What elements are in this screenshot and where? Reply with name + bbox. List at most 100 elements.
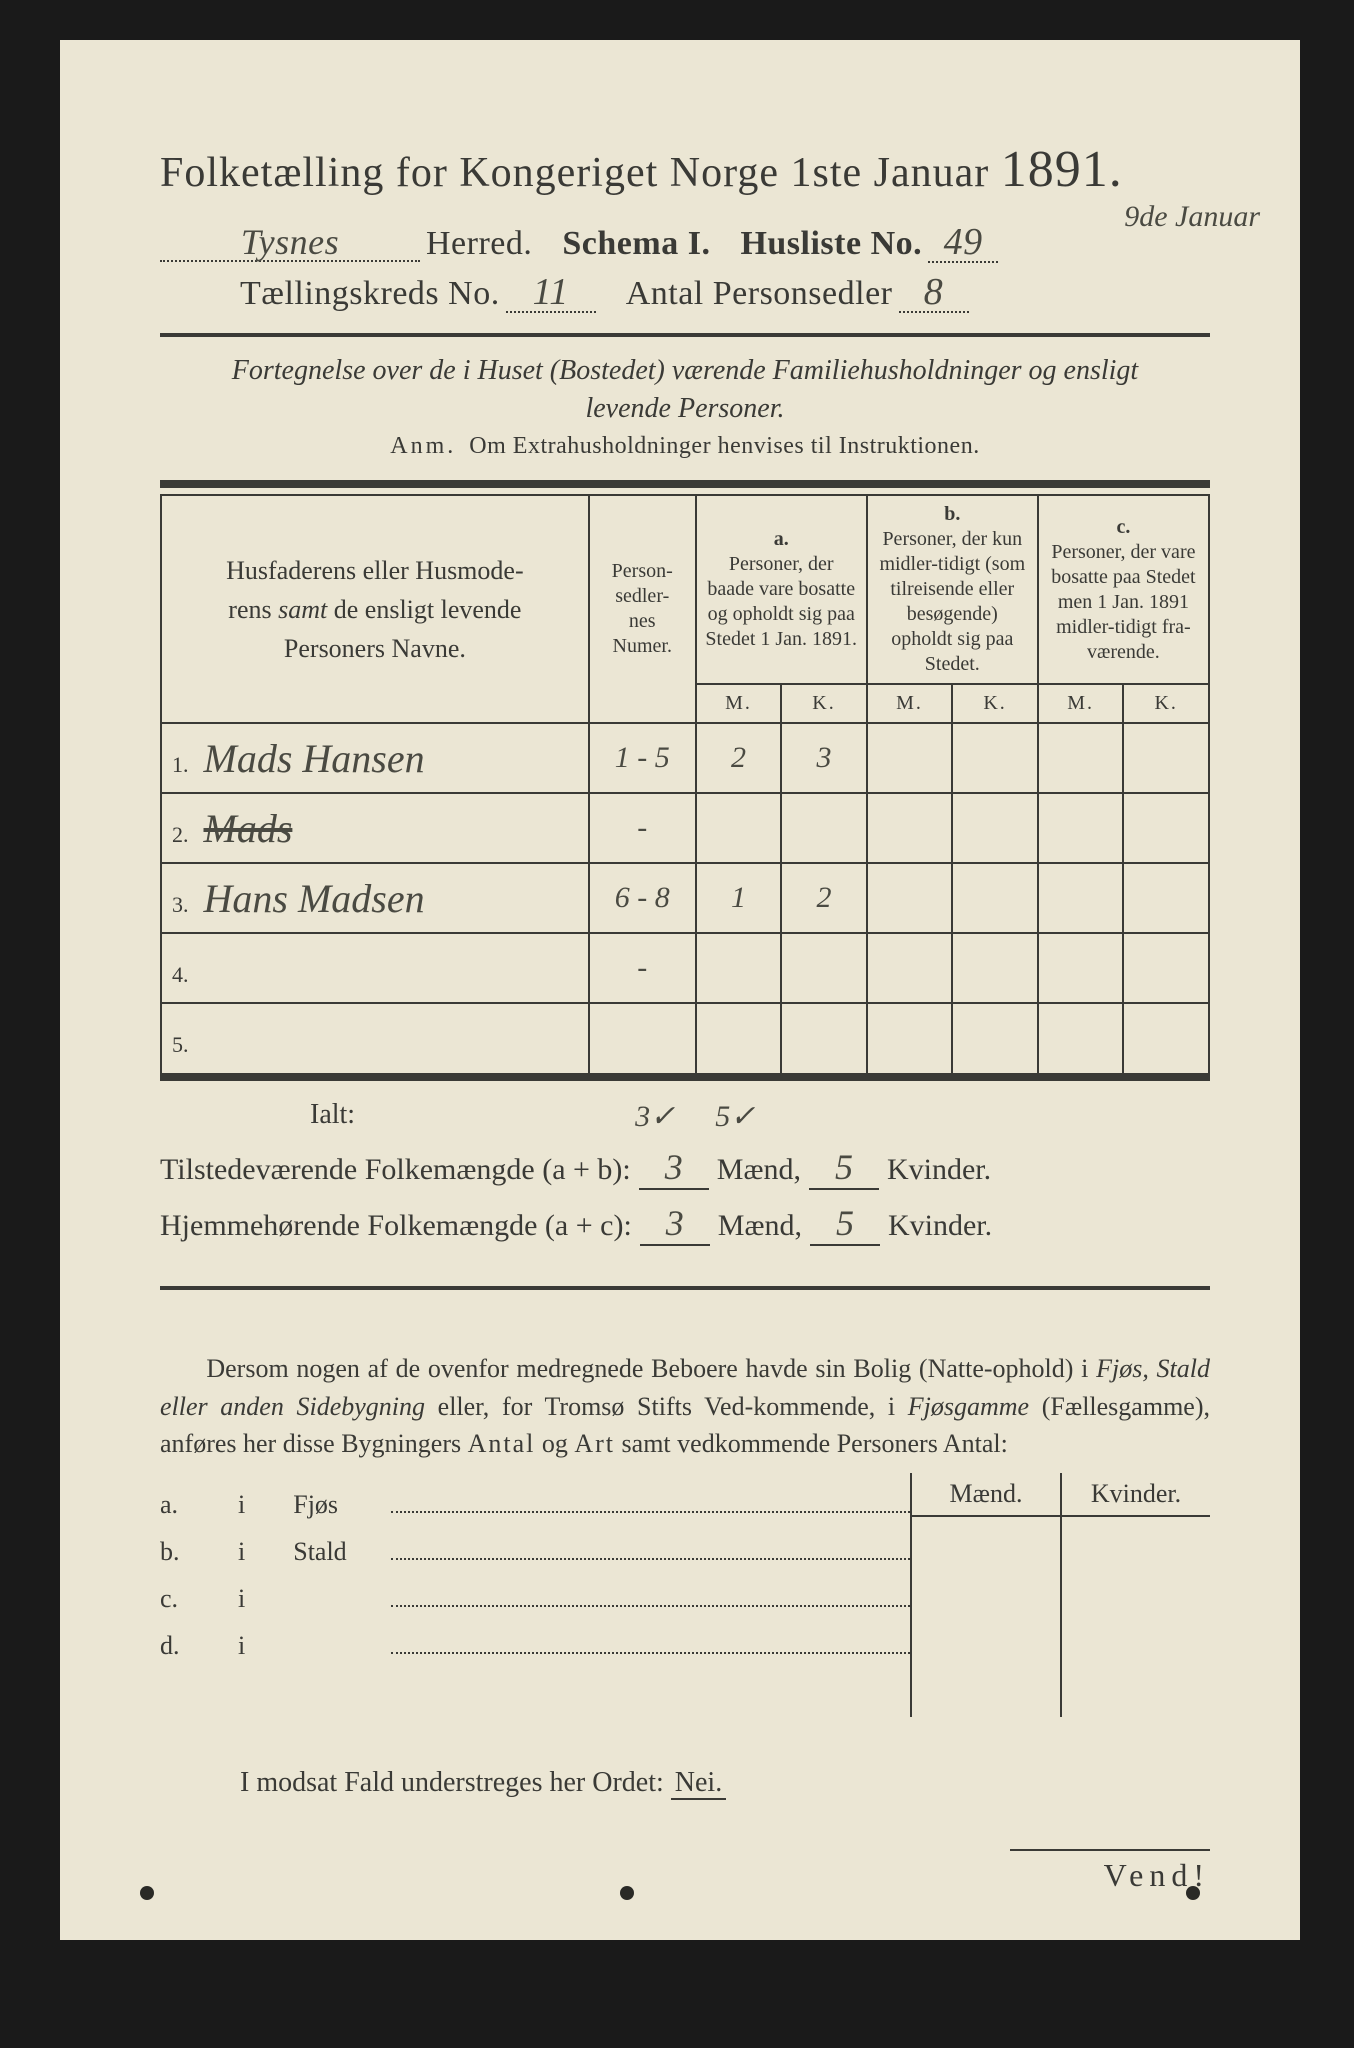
cell-name: 4. — [161, 933, 589, 1003]
bld-key: a. — [160, 1490, 220, 1520]
col-head-b: b. Personer, der kun midler-tidigt (som … — [867, 495, 1038, 684]
title-text: Folketælling for Kongeriget Norge 1ste J… — [160, 150, 989, 196]
cell-num: - — [589, 793, 696, 863]
cell-bm — [867, 863, 953, 933]
stat-home-m: 3 — [640, 1202, 710, 1246]
cell-am: 1 — [696, 863, 782, 933]
cell-num — [589, 1003, 696, 1073]
cell-num: 6 - 8 — [589, 863, 696, 933]
stat-home-k: 5 — [810, 1202, 880, 1246]
cell-ck — [1123, 933, 1209, 1003]
cell-num: - — [589, 933, 696, 1003]
bld-dots — [391, 1534, 910, 1560]
cell-ak — [781, 1003, 867, 1073]
bld-cell-k — [1060, 1517, 1210, 1717]
col-head-c: c. Personer, der vare bosatte paa Stedet… — [1038, 495, 1209, 684]
cell-cm — [1038, 933, 1124, 1003]
bld-cell-m — [912, 1517, 1060, 1717]
cell-am — [696, 793, 782, 863]
bld-dots — [391, 1581, 910, 1607]
col-c-k: K. — [1123, 684, 1209, 723]
cell-bk — [952, 863, 1038, 933]
margin-date-note: 9de Januar — [1124, 200, 1260, 234]
cell-num: 1 - 5 — [589, 723, 696, 793]
punch-mark-icon — [1186, 1886, 1200, 1900]
cell-cm — [1038, 1003, 1124, 1073]
cell-ak: 2 — [781, 863, 867, 933]
bld-dots — [391, 1628, 910, 1654]
cell-ak — [781, 793, 867, 863]
col-b-letter: b. — [944, 503, 960, 525]
building-row: b.iStald — [160, 1534, 910, 1567]
col-b-text: Personer, der kun midler-tidigt (som til… — [879, 528, 1025, 675]
stat-present-k: 5 — [809, 1146, 879, 1190]
buildings-right: Mænd. Kvinder. — [910, 1473, 1210, 1717]
cell-name: 3. Hans Madsen — [161, 863, 589, 933]
cell-ck — [1123, 863, 1209, 933]
herred-label: Herred. — [426, 225, 532, 263]
header-line-1: Tysnes Herred. Schema I. Husliste No. 49 — [160, 223, 1210, 263]
punch-mark-icon — [620, 1886, 634, 1900]
building-row: d.i — [160, 1628, 910, 1661]
col-a-text: Personer, der baade vare bosatte og opho… — [705, 553, 857, 650]
cell-bm — [867, 793, 953, 863]
bld-key: c. — [160, 1584, 220, 1614]
bld-i: i — [238, 1537, 245, 1567]
cell-ak: 3 — [781, 723, 867, 793]
table-row: 2. Mads- — [161, 793, 1209, 863]
bld-i: i — [238, 1490, 245, 1520]
label-kvinder: Kvinder. — [887, 1153, 991, 1187]
vend-label: Vend! — [1010, 1849, 1210, 1894]
document-page: Folketælling for Kongeriget Norge 1ste J… — [60, 40, 1300, 1940]
husliste-no: 49 — [928, 223, 998, 263]
schema-label: Schema I. — [562, 225, 710, 263]
col-head-a: a. Personer, der baade vare bosatte og o… — [696, 495, 867, 684]
cell-cm — [1038, 863, 1124, 933]
husliste-label: Husliste No. — [740, 225, 922, 263]
table-row: 3. Hans Madsen6 - 812 — [161, 863, 1209, 933]
divider — [160, 1286, 1210, 1290]
nei-word: Nei. — [671, 1767, 726, 1800]
ialt-k: 5✓ — [715, 1099, 755, 1134]
building-row: c. i — [160, 1581, 910, 1614]
nei-pre: I modsat Fald understreges her Ordet: — [240, 1767, 664, 1798]
subheading-1: Fortegnelse over de i Huset (Bostedet) v… — [160, 355, 1210, 387]
col-a-k: K. — [781, 684, 867, 723]
stat-present: Tilstedeværende Folkemængde (a + b): 3 M… — [160, 1146, 1210, 1190]
bld-dots — [391, 1487, 910, 1513]
bld-head-m: Mænd. — [912, 1473, 1060, 1517]
anm-note: Anm. Om Extrahusholdninger henvises til … — [160, 433, 1210, 460]
punch-mark-icon — [140, 1886, 154, 1900]
label-kvinder: Kvinder. — [888, 1209, 992, 1243]
cell-bk — [952, 793, 1038, 863]
cell-ak — [781, 933, 867, 1003]
col-a-letter: a. — [774, 528, 789, 550]
col-b-k: K. — [952, 684, 1038, 723]
cell-ck — [1123, 723, 1209, 793]
bld-name: Fjøs — [263, 1490, 373, 1520]
kreds-no: 11 — [506, 273, 596, 313]
col-head-numer: Person-sedler-nesNumer. — [589, 495, 696, 723]
cell-am — [696, 933, 782, 1003]
stat-home-label: Hjemmehørende Folkemængde (a + c): — [160, 1209, 632, 1243]
bld-key: d. — [160, 1631, 220, 1661]
cell-ck — [1123, 793, 1209, 863]
stat-present-m: 3 — [639, 1146, 709, 1190]
cell-cm — [1038, 723, 1124, 793]
buildings-left: a.iFjøsb.iStaldc.id.i — [160, 1473, 910, 1717]
title-year: 1891. — [1001, 141, 1123, 198]
subheading-2: levende Personer. — [160, 393, 1210, 425]
building-row: a. i Fjøs — [160, 1487, 910, 1520]
cell-am: 2 — [696, 723, 782, 793]
stat-home: Hjemmehørende Folkemængde (a + c): 3 Mæn… — [160, 1202, 1210, 1246]
col-head-name: Husfaderens eller Husmode-rens samt de e… — [161, 495, 589, 723]
cell-name: 2. Mads — [161, 793, 589, 863]
personsedler-label: Antal Personsedler — [626, 275, 893, 313]
table-row: 1. Mads Hansen1 - 523 — [161, 723, 1209, 793]
col-c-letter: c. — [1116, 516, 1130, 538]
personsedler-no: 8 — [899, 273, 969, 313]
paragraph-dersom: Dersom nogen af de ovenfor medregnede Be… — [160, 1350, 1210, 1463]
cell-ck — [1123, 1003, 1209, 1073]
herred-value: Tysnes — [160, 224, 420, 262]
bld-i: i — [238, 1584, 245, 1614]
